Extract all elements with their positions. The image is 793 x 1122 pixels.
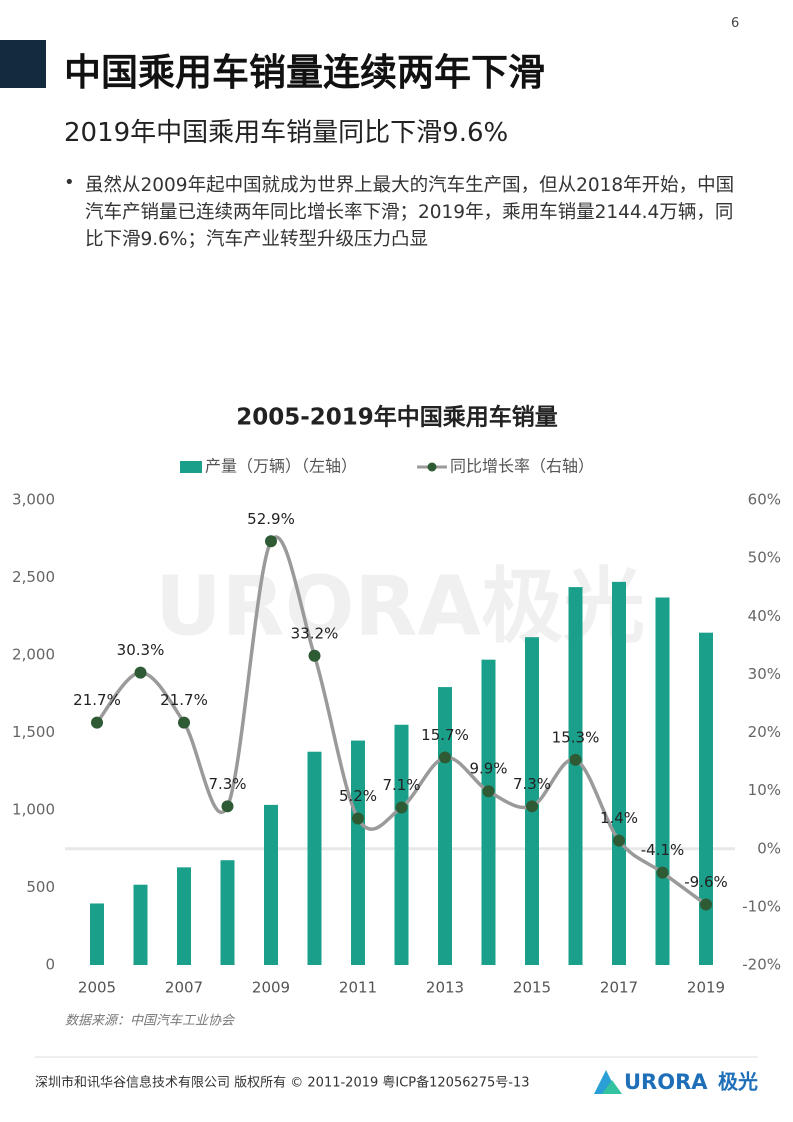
legend-label: 产量（万辆）（左轴）	[205, 457, 357, 476]
y-tick-label: 1,000	[12, 801, 55, 819]
value-label: 5.2%	[339, 787, 377, 805]
logo-name: 极光	[718, 1070, 758, 1094]
y-tick-label: 0	[45, 956, 55, 974]
marker	[613, 834, 625, 847]
marker	[134, 666, 147, 679]
bar	[351, 740, 365, 965]
y-tick-label: 500	[26, 878, 55, 896]
watermark: URORA极光	[155, 559, 645, 654]
y-tick-label: 2,000	[12, 646, 55, 664]
y2-tick-label: 60%	[748, 491, 781, 509]
marker	[482, 785, 495, 798]
marker	[91, 716, 103, 729]
y-tick-label: 1,500	[12, 723, 55, 741]
x-tick-label: 2005	[78, 979, 116, 997]
value-label: 21.7%	[160, 691, 208, 709]
bar	[264, 804, 278, 965]
bullet-text: 虽然从2009年起中国就成为世界上最大的汽车生产国，但从2018年开始，中国汽车…	[85, 175, 735, 250]
chart-title: 2005-2019年中国乘用车销量	[236, 404, 558, 431]
y2-tick-label: 0%	[757, 839, 781, 857]
value-label: -9.6%	[684, 873, 728, 891]
logo-brand: URORA	[624, 1070, 708, 1094]
x-tick-label: 2007	[165, 979, 203, 997]
page-title: 中国乘用车销量连续两年下滑	[64, 51, 545, 94]
bar	[90, 903, 104, 965]
bar	[655, 597, 670, 965]
marker	[526, 800, 538, 813]
value-label: 7.3%	[208, 775, 246, 793]
bar	[133, 884, 148, 965]
marker	[221, 800, 234, 813]
bar	[612, 581, 626, 965]
bar	[699, 632, 713, 965]
y2-tick-label: 40%	[748, 607, 781, 625]
value-label: 15.7%	[421, 726, 469, 744]
bar	[481, 659, 496, 965]
bar	[394, 724, 409, 965]
bar	[307, 751, 322, 965]
value-label: 21.7%	[73, 691, 121, 709]
value-label: 15.3%	[552, 728, 600, 746]
value-label: 1.4%	[600, 809, 638, 827]
y2-tick-label: 10%	[748, 781, 781, 799]
y2-tick-label: -20%	[742, 956, 781, 974]
x-tick-label: 2017	[600, 979, 638, 997]
value-label: 52.9%	[247, 510, 295, 528]
logo-icon	[602, 1080, 622, 1094]
subtitle: 2019年中国乘用车销量同比下滑9.6%	[64, 118, 509, 148]
marker	[700, 898, 712, 911]
value-label: 30.3%	[117, 641, 165, 659]
marker	[352, 812, 364, 825]
y-tick-label: 2,500	[12, 568, 55, 586]
footer: 深圳市和讯华谷信息技术有限公司 版权所有 © 2011-2019 粤ICP备12…	[35, 1075, 530, 1091]
bar	[220, 860, 235, 965]
y2-tick-label: -10%	[742, 897, 781, 915]
marker	[395, 801, 408, 814]
legend-swatch	[180, 461, 202, 473]
x-tick-label: 2013	[426, 979, 464, 997]
bar	[177, 867, 191, 965]
source: 数据来源：中国汽车工业协会	[65, 1014, 236, 1029]
y2-tick-label: 50%	[748, 549, 781, 567]
x-tick-label: 2009	[252, 979, 290, 997]
x-tick-label: 2011	[339, 979, 377, 997]
title-block	[0, 40, 46, 88]
value-label: 7.1%	[382, 776, 420, 794]
marker	[439, 751, 451, 764]
value-label: -4.1%	[641, 841, 685, 859]
bullet-dot: •	[64, 172, 75, 193]
page-number: 6	[731, 16, 740, 31]
x-tick-label: 2015	[513, 979, 551, 997]
marker	[656, 866, 669, 879]
value-label: 9.9%	[469, 760, 507, 778]
marker	[569, 753, 582, 766]
bar	[568, 587, 583, 965]
legend-label: 同比增长率（右轴）	[450, 457, 594, 476]
y-tick-label: 3,000	[12, 491, 55, 509]
y2-tick-label: 20%	[748, 723, 781, 741]
marker	[178, 716, 190, 729]
legend-swatch	[427, 462, 437, 472]
x-tick-label: 2019	[687, 979, 725, 997]
value-label: 7.3%	[513, 775, 551, 793]
marker	[308, 649, 321, 662]
y2-tick-label: 30%	[748, 665, 781, 683]
value-label: 33.2%	[291, 624, 339, 642]
marker	[265, 535, 277, 548]
